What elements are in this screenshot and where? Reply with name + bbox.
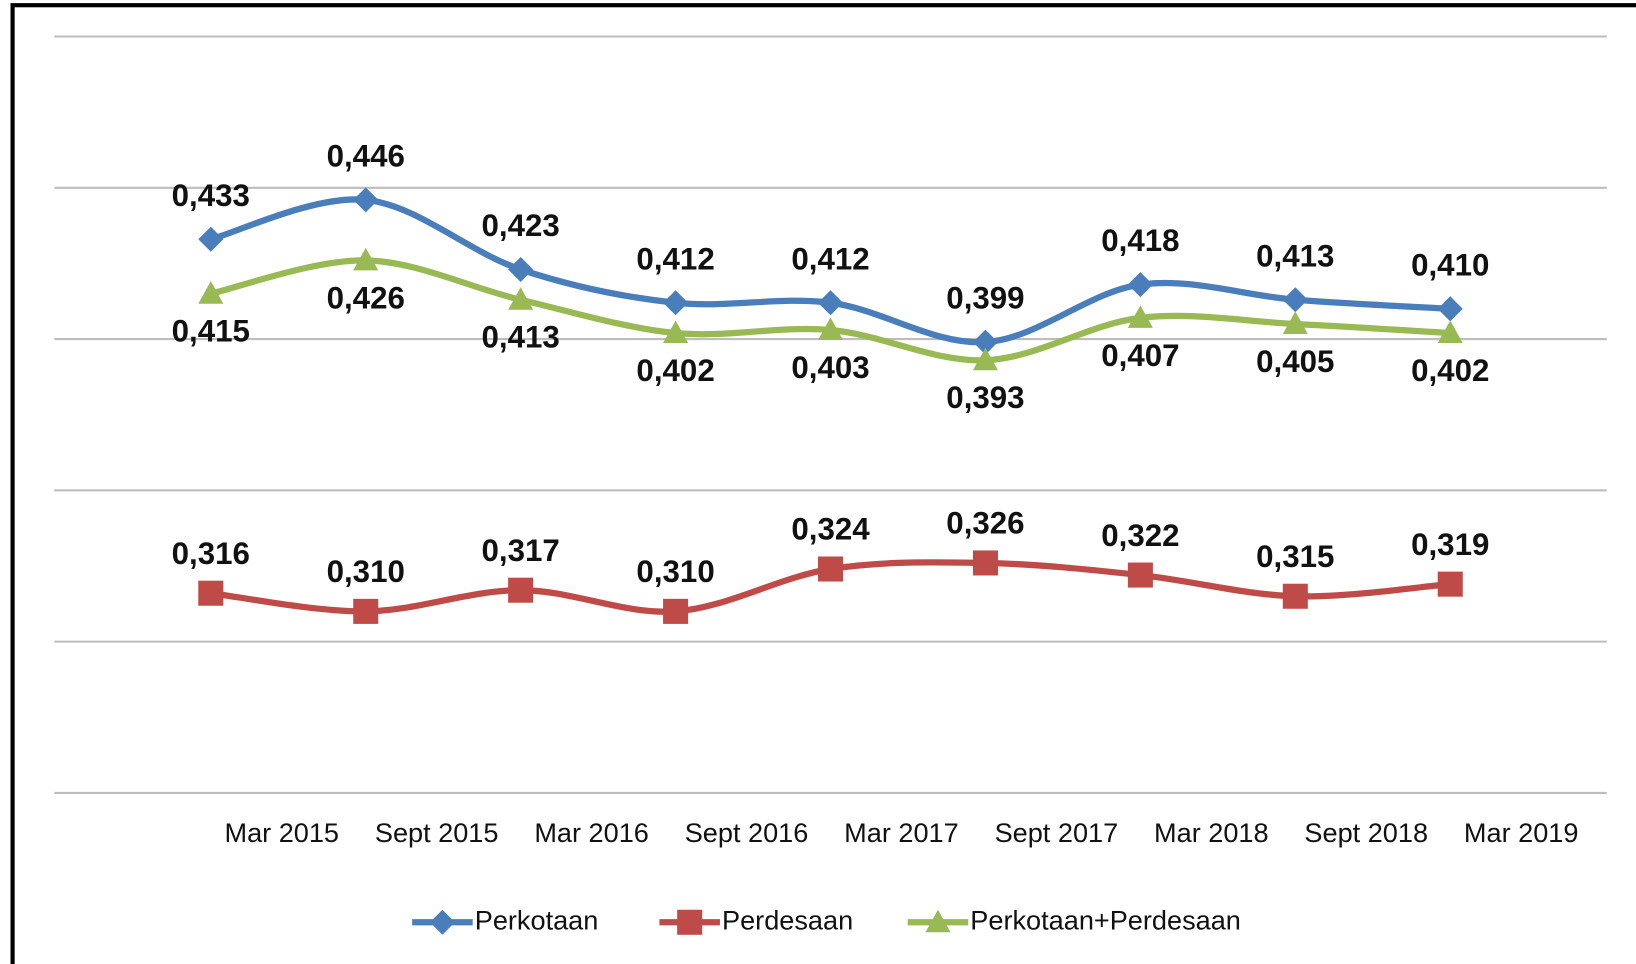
- data-label: 0,407: [1101, 338, 1179, 373]
- data-point: [1437, 320, 1463, 344]
- data-label: 0,319: [1411, 527, 1489, 562]
- data-label: 0,316: [172, 536, 250, 571]
- legend-label: Perkotaan+Perdesaan: [970, 904, 1241, 935]
- data-point: [508, 287, 534, 310]
- x-tick-label: Sept 2015: [375, 817, 499, 848]
- data-label: 0,310: [327, 554, 405, 589]
- data-label: 0,405: [1256, 344, 1334, 379]
- x-tick-label: Sept 2018: [1304, 817, 1428, 848]
- data-label: 0,426: [327, 280, 405, 315]
- x-tick-label: Mar 2019: [1464, 817, 1579, 848]
- legend-marker: [677, 909, 703, 935]
- data-point: [353, 598, 379, 624]
- chart-frame: [10, 3, 1636, 964]
- data-point: [1437, 296, 1463, 322]
- data-point: [198, 281, 224, 304]
- data-label: 0,310: [636, 554, 714, 589]
- data-label: 0,322: [1101, 518, 1179, 553]
- x-tick-label: Sept 2016: [685, 817, 809, 848]
- data-label: 0,403: [791, 350, 869, 385]
- data-point: [1127, 272, 1153, 298]
- data-point: [198, 580, 224, 606]
- data-point: [1282, 287, 1308, 313]
- data-point: [353, 247, 379, 271]
- legend-label: Perkotaan: [475, 904, 599, 935]
- x-tick-label: Mar 2016: [534, 817, 649, 848]
- data-label: 0,412: [636, 241, 714, 276]
- data-point: [972, 550, 998, 576]
- data-label: 0,415: [172, 314, 250, 349]
- data-point: [1282, 311, 1308, 334]
- x-tick-label: Mar 2017: [844, 817, 959, 848]
- data-label: 0,433: [172, 178, 250, 213]
- data-point: [1282, 583, 1308, 609]
- data-label: 0,413: [482, 320, 560, 355]
- data-label: 0,402: [1411, 353, 1489, 388]
- data-label: 0,412: [791, 241, 869, 276]
- data-label: 0,315: [1256, 539, 1334, 574]
- data-label: 0,446: [327, 138, 405, 173]
- data-point: [1127, 562, 1153, 588]
- x-tick-label: Mar 2018: [1154, 817, 1269, 848]
- data-point: [818, 556, 844, 582]
- data-point: [508, 256, 534, 283]
- data-point: [198, 226, 224, 252]
- data-point: [353, 187, 379, 213]
- data-point: [1127, 305, 1153, 328]
- legend-label: Perdesaan: [722, 904, 853, 935]
- data-point: [972, 347, 998, 371]
- data-label: 0,393: [946, 380, 1024, 415]
- data-point: [508, 577, 534, 603]
- data-point: [972, 329, 998, 355]
- data-point: [818, 317, 844, 341]
- data-point: [1437, 571, 1463, 597]
- data-label: 0,413: [1256, 238, 1334, 273]
- x-tick-label: Mar 2015: [224, 817, 339, 848]
- data-label: 0,410: [1411, 247, 1489, 282]
- legend-marker: [925, 909, 951, 933]
- x-tick-label: Sept 2017: [995, 817, 1119, 848]
- data-point: [663, 598, 689, 624]
- data-point: [818, 290, 844, 316]
- data-label: 0,324: [791, 512, 870, 547]
- data-point: [663, 290, 689, 316]
- legend-marker: [429, 909, 455, 935]
- data-label: 0,399: [946, 281, 1024, 316]
- data-label: 0,418: [1101, 223, 1179, 258]
- data-label: 0,402: [636, 353, 714, 388]
- data-label: 0,326: [946, 506, 1024, 541]
- data-point: [663, 320, 689, 344]
- data-label: 0,423: [482, 208, 560, 243]
- data-label: 0,317: [482, 533, 560, 568]
